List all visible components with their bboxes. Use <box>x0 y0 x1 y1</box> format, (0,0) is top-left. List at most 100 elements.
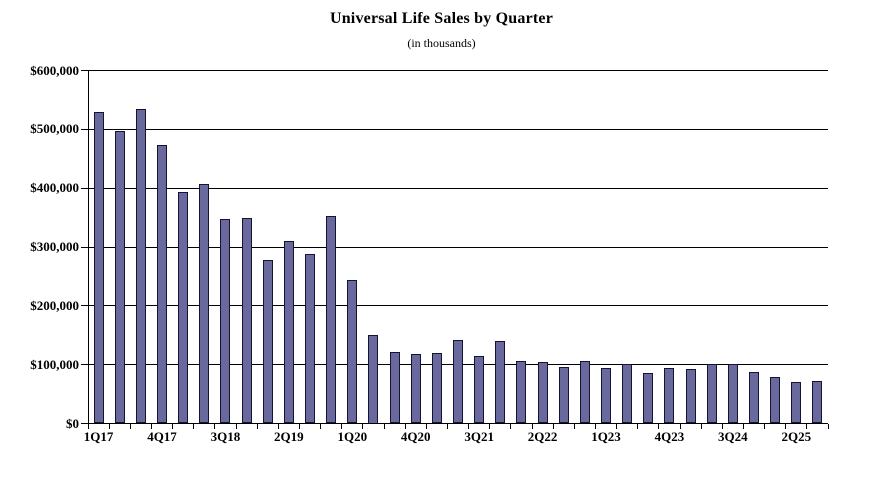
bar-3Q19 <box>305 254 315 424</box>
x-axis-tick <box>742 423 744 429</box>
bar-2Q19 <box>283 241 294 424</box>
bar-2Q18 <box>199 184 210 424</box>
x-axis-tick <box>489 423 491 429</box>
x-axis-tick <box>806 423 808 429</box>
x-tick-label: 2Q22 <box>527 428 558 444</box>
x-tick-label: 4Q20 <box>400 428 431 444</box>
y-axis-tick <box>81 364 88 366</box>
gridline <box>88 70 828 71</box>
bar-3Q25 <box>812 380 823 424</box>
x-axis-tick <box>298 423 300 429</box>
bar-1Q23 <box>601 367 611 424</box>
x-axis-tick <box>172 423 174 429</box>
x-axis-tick <box>320 423 322 429</box>
y-tick-label: $0 <box>66 415 79 431</box>
bar-2Q20 <box>368 335 379 424</box>
x-axis-tick <box>129 423 131 429</box>
x-axis-tick <box>214 423 216 429</box>
gridline <box>88 187 828 189</box>
y-tick-label: $500,000 <box>30 121 79 137</box>
x-tick-label: 3Q18 <box>210 428 241 444</box>
bar-1Q22 <box>516 360 527 424</box>
x-axis-tick <box>446 423 448 429</box>
x-tick-label: 3Q24 <box>718 428 748 444</box>
x-axis-tick <box>108 423 110 429</box>
gridline <box>88 305 828 307</box>
x-axis-tick <box>573 423 575 429</box>
bar-2Q22 <box>537 361 548 424</box>
x-tick-label: 1Q20 <box>337 428 368 444</box>
x-tick-label: 1Q17 <box>83 428 114 444</box>
x-axis-tick <box>150 423 152 429</box>
bar-3Q20 <box>389 351 400 424</box>
x-axis-tick <box>700 423 702 429</box>
x-tick-label: 4Q23 <box>654 428 685 444</box>
y-tick-label: $600,000 <box>30 62 79 78</box>
chart-title: Universal Life Sales by Quarter <box>329 10 554 27</box>
bar-3Q24 <box>727 364 738 424</box>
bar-2Q25 <box>791 382 802 424</box>
x-tick-label: 2Q19 <box>274 428 304 444</box>
x-axis-tick <box>552 423 554 429</box>
y-tick-label: $400,000 <box>30 180 79 196</box>
x-tick-label: 1Q23 <box>591 428 621 444</box>
y-axis-tick <box>81 187 88 189</box>
bar-4Q24 <box>749 372 759 424</box>
x-tick-label: 2Q25 <box>781 428 812 444</box>
x-axis-tick <box>256 423 258 429</box>
x-tick-label: 4Q17 <box>147 428 177 444</box>
chart-subtitle: (in thousands) <box>407 36 476 50</box>
bar-2Q21 <box>453 339 463 424</box>
bar-1Q20 <box>347 279 358 424</box>
y-tick-label: $100,000 <box>30 356 79 372</box>
bar-1Q19 <box>262 259 273 424</box>
bar-4Q22 <box>579 360 590 424</box>
x-axis-tick <box>425 423 427 429</box>
y-axis-line <box>87 70 89 425</box>
y-axis-tick <box>81 305 88 307</box>
bar-4Q18 <box>241 218 252 424</box>
x-axis-tick <box>235 423 237 429</box>
x-axis-tick <box>658 423 660 429</box>
x-axis-tick <box>277 423 279 429</box>
x-axis-tick <box>404 423 406 429</box>
x-axis-tick <box>594 423 596 429</box>
bar-2Q24 <box>706 364 717 424</box>
x-axis-tick <box>721 423 723 429</box>
y-axis-tick <box>81 423 88 424</box>
bar-1Q18 <box>178 192 189 424</box>
x-axis-tick <box>531 423 533 429</box>
bar-4Q20 <box>410 354 421 424</box>
x-axis-line <box>88 423 828 424</box>
x-axis-tick <box>341 423 343 429</box>
y-axis-tick <box>81 70 88 71</box>
bar-4Q19 <box>326 216 337 424</box>
x-axis-tick <box>827 423 829 429</box>
bar-3Q18 <box>220 219 231 424</box>
y-axis-tick <box>81 246 88 248</box>
gridline <box>88 246 828 248</box>
x-axis-tick <box>679 423 681 429</box>
bar-1Q17 <box>93 111 104 424</box>
bar-3Q22 <box>558 367 569 424</box>
x-axis-tick <box>764 423 766 429</box>
bar-2Q23 <box>622 364 633 424</box>
bar-4Q21 <box>495 341 506 424</box>
x-axis-tick <box>637 423 639 429</box>
bar-1Q24 <box>685 368 696 424</box>
x-axis-tick <box>510 423 512 429</box>
x-axis-tick <box>362 423 364 429</box>
y-tick-label: $300,000 <box>30 239 79 254</box>
x-axis-tick <box>468 423 470 429</box>
gridline <box>88 128 828 130</box>
x-axis-tick <box>383 423 385 429</box>
bar-2Q17 <box>114 131 125 424</box>
bar-4Q23 <box>664 367 675 424</box>
bar-1Q21 <box>431 352 442 424</box>
x-axis-tick <box>616 423 618 429</box>
x-axis-tick <box>785 423 787 429</box>
bar-1Q25 <box>770 377 781 424</box>
bar-4Q17 <box>157 145 167 424</box>
